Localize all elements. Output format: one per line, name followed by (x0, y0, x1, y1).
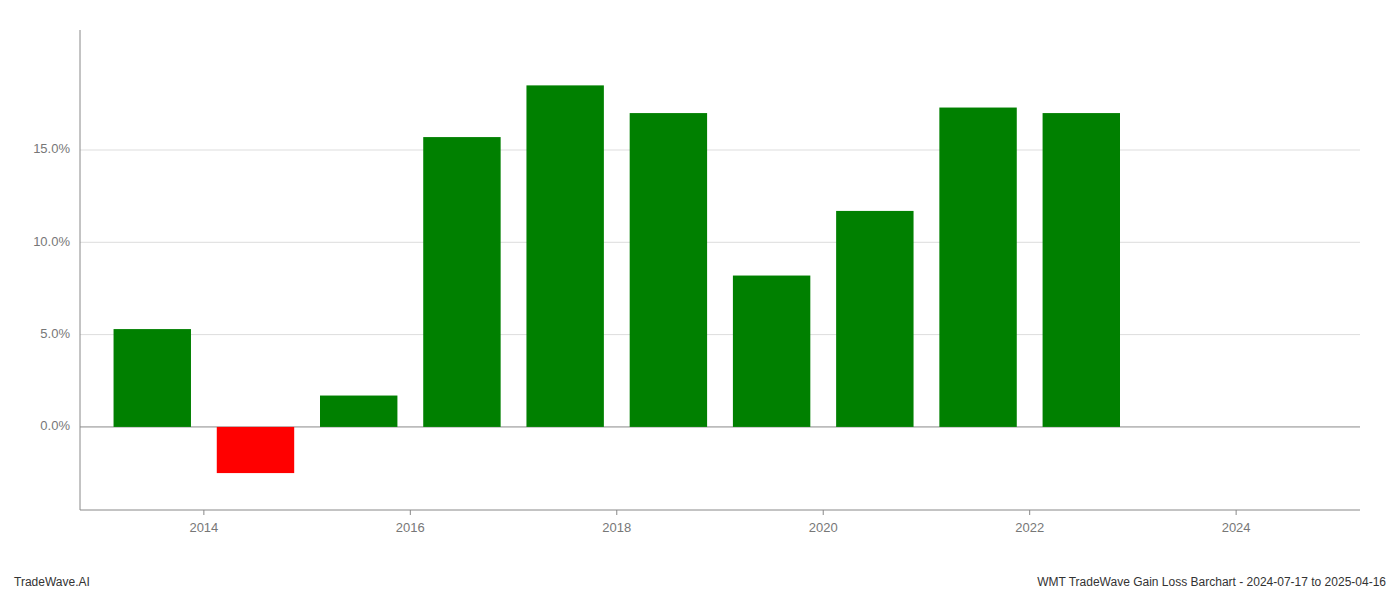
x-tick-label: 2024 (1222, 520, 1251, 535)
footer-text: WMT TradeWave Gain Loss Barchart - 2024-… (1037, 575, 1386, 589)
x-tick-label: 2014 (189, 520, 218, 535)
x-tick-label: 2020 (809, 520, 838, 535)
footer-text: TradeWave.AI (14, 575, 90, 589)
x-ticks: 2014 2016 2018 2020 2022 2024 (189, 510, 1250, 535)
bar (939, 108, 1016, 427)
x-tick-label: 2016 (396, 520, 425, 535)
chart-container: 0.0%5.0%10.0%15.0%2014201620182020202220… (0, 0, 1400, 600)
x-tick (616, 510, 617, 515)
bar (217, 427, 294, 473)
x-axis-line (80, 510, 1360, 511)
grid-line (80, 242, 1360, 243)
y-grid (80, 150, 1360, 427)
bar (423, 137, 500, 427)
bars (114, 85, 1120, 473)
bar (526, 85, 603, 427)
bar (1043, 113, 1120, 427)
y-tick-label: 15.0% (33, 141, 70, 156)
x-tick-label: 2018 (602, 520, 631, 535)
x-tick (1029, 510, 1030, 515)
y-tick-labels: 0.0% 5.0% 10.0% 15.0% (33, 141, 70, 433)
bar (836, 211, 913, 427)
x-tick (823, 510, 824, 515)
x-tick (410, 510, 411, 515)
bar (320, 396, 397, 427)
grid-line (80, 334, 1360, 335)
y-axis-line (80, 30, 81, 510)
grid-line (80, 150, 1360, 151)
y-tick-label: 0.0% (40, 418, 70, 433)
y-tick-label: 10.0% (33, 234, 70, 249)
bar (114, 329, 191, 427)
x-tick-label: 2022 (1015, 520, 1044, 535)
x-tick (1236, 510, 1237, 515)
y-tick-label: 5.0% (40, 326, 70, 341)
chart: 0.0%5.0%10.0%15.0%2014201620182020202220… (0, 0, 1400, 600)
x-tick (203, 510, 204, 515)
bar (630, 113, 707, 427)
bar (733, 276, 810, 427)
